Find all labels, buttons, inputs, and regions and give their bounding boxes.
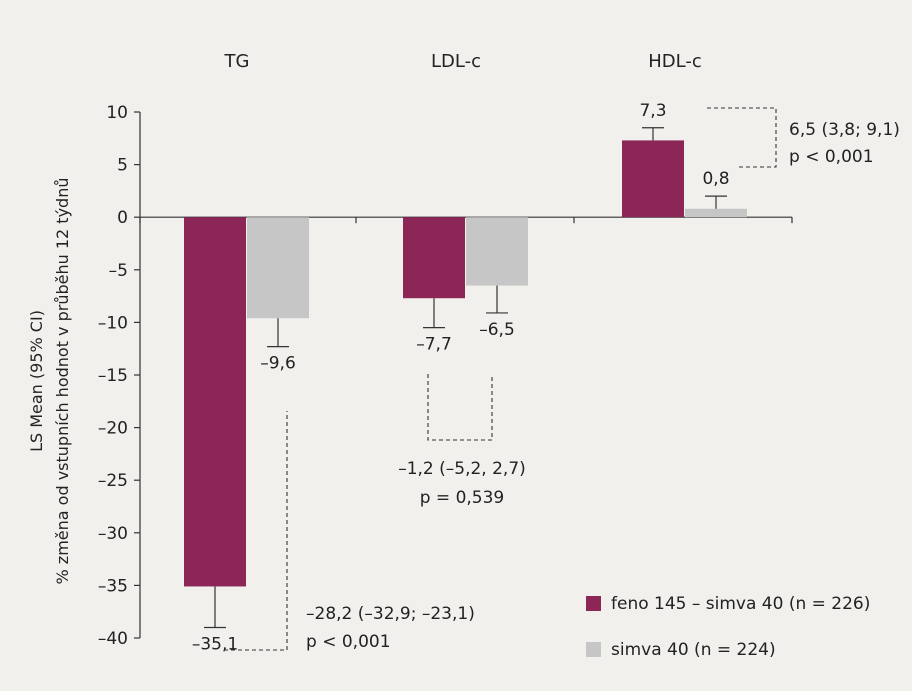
data-label: –7,7 — [416, 335, 452, 355]
comparisons: –28,2 (–32,9; –23,1) p < 0,001 –1,2 (–5,2,… — [224, 107, 900, 652]
comparison-ci: 6,5 (3,8; 9,1) — [789, 120, 900, 140]
y-tick-label: –35 — [98, 576, 128, 596]
comparison-p: p < 0,001 — [306, 632, 391, 652]
legend: feno 145 – simva 40 (n = 226) simva 40 (n… — [586, 594, 870, 660]
comparison-bracket — [427, 374, 493, 441]
y-tick-label: –10 — [98, 313, 128, 333]
value-labels: –35,1 –7,7 7,3 –9,6 –6,5 0,8 — [192, 101, 730, 655]
legend-swatch — [586, 642, 601, 657]
data-label: –35,1 — [192, 634, 238, 654]
y-axis-label-line: % změna od vstupních hodnot v průběhu 12… — [53, 178, 72, 585]
comparison-bracket — [707, 107, 777, 168]
y-axis-label: LS Mean (95% CI) % změna od vstupních hod… — [27, 178, 72, 585]
legend-label: feno 145 – simva 40 (n = 226) — [611, 594, 870, 614]
bar — [466, 217, 528, 286]
bars — [184, 140, 747, 587]
y-tick-label: 10 — [106, 103, 128, 123]
y-tick-label: 5 — [117, 156, 128, 176]
category-label: TG — [224, 51, 250, 72]
comparison-ci: –28,2 (–32,9; –23,1) — [306, 604, 475, 624]
comparison-ci: –1,2 (–5,2, 2,7) — [398, 459, 526, 479]
category-label: LDL-c — [431, 51, 481, 72]
category-label: HDL-c — [648, 51, 702, 72]
legend-label: simva 40 (n = 224) — [611, 640, 776, 660]
y-tick-label: –15 — [98, 366, 128, 386]
comparison-p: p < 0,001 — [789, 147, 874, 167]
bar — [403, 217, 465, 299]
bar — [622, 140, 684, 218]
bar — [247, 217, 309, 319]
y-tick-label: –25 — [98, 471, 128, 491]
error-bars — [204, 127, 727, 629]
category-labels: TG LDL-c HDL-c — [224, 51, 702, 72]
y-tick-label: 0 — [117, 208, 128, 228]
comparison-p: p = 0,539 — [420, 488, 505, 508]
data-label: 0,8 — [702, 169, 729, 189]
data-label: –6,5 — [479, 320, 515, 340]
y-axis-label-line: LS Mean (95% CI) — [27, 310, 46, 452]
y-tick-label: –5 — [109, 261, 128, 281]
data-label: –9,6 — [260, 354, 296, 374]
bar — [184, 217, 246, 587]
y-tick-label: –20 — [98, 419, 128, 439]
y-tick-label: –30 — [98, 524, 128, 544]
comparison-bracket — [224, 411, 288, 651]
y-axis: 10 5 0 –5 –10 –15 –20 –25 –30 –35 –40 — [98, 103, 793, 649]
bar — [685, 208, 747, 218]
legend-swatch — [586, 596, 601, 611]
data-label: 7,3 — [639, 101, 666, 121]
y-tick-label: –40 — [98, 629, 128, 649]
